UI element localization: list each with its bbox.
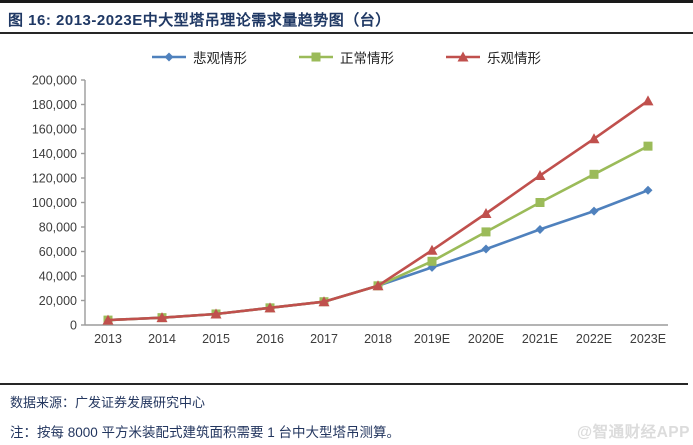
x-axis-tick-label: 2015 <box>202 332 230 346</box>
x-axis-tick-label: 2019E <box>414 332 450 346</box>
chart-area: 0 20,000 40,000 60,000 80,000 100,000 120,000 1… <box>0 66 693 371</box>
x-axis-tick-label: 2023E <box>630 332 666 346</box>
figure-header: 图 16: 2013-2023E中大型塔吊理论需求量趋势图（台） <box>0 0 693 34</box>
data-source-text: 数据来源：广发证券发展研究中心 <box>10 395 206 410</box>
figure-footer: 数据来源：广发证券发展研究中心 注：按每 8000 平方米装配式建筑面积需要 1… <box>0 383 688 441</box>
y-axis-tick-label: 40,000 <box>39 270 77 284</box>
triangle-marker-icon <box>446 51 480 62</box>
y-axis-tick-label: 120,000 <box>32 172 77 186</box>
legend-label: 悲观情形 <box>193 51 247 66</box>
x-axis-tick-label: 2020E <box>468 332 504 346</box>
y-axis-tick-label: 160,000 <box>32 123 77 137</box>
x-axis-tick-label: 2018 <box>364 332 392 346</box>
series-optimistic <box>102 95 654 325</box>
x-axis-tick-label: 2013 <box>94 332 122 346</box>
diamond-marker-icon <box>152 52 186 62</box>
watermark-text: @智通财经APP <box>577 424 690 441</box>
x-axis-tick-label: 2016 <box>256 332 284 346</box>
y-axis-tick-label: 140,000 <box>32 147 77 161</box>
x-axis-tick-label: 2017 <box>310 332 338 346</box>
x-axis-tick-label: 2021E <box>522 332 558 346</box>
y-axis-tick-label: 200,000 <box>32 74 77 88</box>
figure-title: 图 16: 2013-2023E中大型塔吊理论需求量趋势图（台） <box>8 12 391 29</box>
legend-label: 正常情形 <box>340 51 394 66</box>
y-axis-tick-label: 180,000 <box>32 98 77 112</box>
x-axis-tick-label: 2014 <box>148 332 176 346</box>
chart-legend: 悲观情形 正常情形 乐观情形 <box>0 47 693 67</box>
y-axis-tick-label: 0 <box>70 319 77 333</box>
series-normal <box>103 141 653 325</box>
y-axis-tick-label: 80,000 <box>39 221 77 235</box>
series-pessimistic <box>103 185 653 325</box>
line-chart: 0 20,000 40,000 60,000 80,000 100,000 120,000 1… <box>32 74 668 346</box>
legend-item-optimistic: 乐观情形 <box>446 47 541 67</box>
y-axis-tick-label: 60,000 <box>39 245 77 259</box>
legend-item-pessimistic: 悲观情形 <box>152 47 247 67</box>
legend-item-normal: 正常情形 <box>299 47 394 67</box>
y-axis-tick-label: 100,000 <box>32 196 77 210</box>
square-marker-icon <box>299 52 333 62</box>
legend-label: 乐观情形 <box>487 51 541 66</box>
note-text: 注：按每 8000 平方米装配式建筑面积需要 1 台中大型塔吊测算。 <box>10 425 401 440</box>
y-axis-tick-label: 20,000 <box>39 294 77 308</box>
x-axis-tick-label: 2022E <box>576 332 612 346</box>
